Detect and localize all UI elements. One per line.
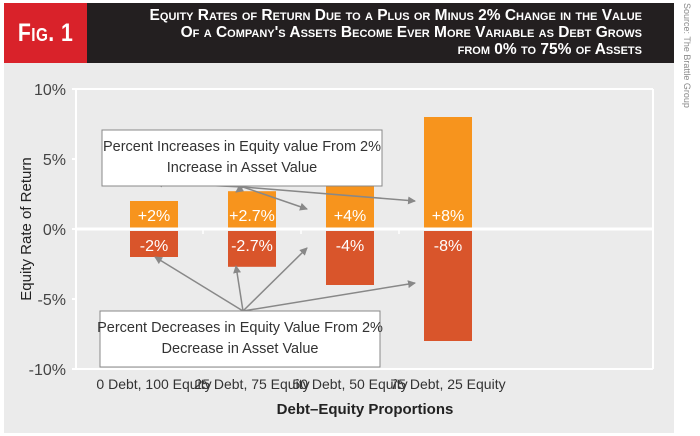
increase-bar <box>228 191 276 228</box>
y-axis-label: Equity Rate of Return <box>18 157 35 300</box>
decrease-bar <box>228 231 276 267</box>
decrease-arrow <box>242 247 308 312</box>
x-tick-label: 25 Debt, 75 Equity <box>194 376 309 392</box>
x-tick-label: 50 Debt, 50 Equity <box>292 376 407 392</box>
decrease-bar <box>130 231 178 257</box>
decrease-data-label: -2% <box>140 238 168 255</box>
increase-data-label: +4% <box>334 208 366 225</box>
title-line-3: from 0% to 75% of Assets <box>457 41 642 58</box>
decrease-bar <box>424 231 472 341</box>
figure-badge: Fig. 1 <box>4 3 87 63</box>
annotation-box <box>101 129 383 187</box>
annotation-box <box>99 310 381 368</box>
annotation-text: Percent Increases in Equity value From 2… <box>103 139 381 155</box>
title-bar: Equity Rates of Return Due to a Plus or … <box>87 3 674 63</box>
figure-badge-text: Fig. 1 <box>17 18 74 47</box>
y-tick-label: -5% <box>38 292 66 309</box>
increase-bar <box>130 201 178 228</box>
increase-data-label: +8% <box>432 208 464 225</box>
increase-arrow <box>242 186 416 205</box>
y-tick-label: 0% <box>43 222 66 239</box>
increase-data-label: +2% <box>138 208 170 225</box>
x-tick-label: 0 Debt, 100 Equity <box>96 376 211 392</box>
decrease-data-label: -4% <box>336 238 364 255</box>
decrease-arrow <box>154 256 244 312</box>
labels: +2% +2.7% +4% +8% -2% -2.7% -4% -8% <box>138 208 464 255</box>
bars <box>130 117 472 341</box>
increase-arrow <box>242 186 308 211</box>
annotation-text: Decrease in Asset Value <box>162 341 319 357</box>
decrease-bar <box>326 231 374 285</box>
axes: 10% 5% 0% -5% -10% Equity Rate of Return 0 Deb… <box>18 82 654 418</box>
chart-title: Equity Rates of Return Due to a Plus or … <box>87 7 642 58</box>
increase-arrow <box>235 184 245 193</box>
x-tick-label: 75 Debt, 25 Equity <box>390 376 505 392</box>
decrease-data-label: -8% <box>434 238 462 255</box>
title-line-1: Equity Rates of Return Due to a Plus or … <box>149 7 642 24</box>
annotation-text: Percent Decreases in Equity Value From 2… <box>97 320 383 336</box>
arrows <box>154 179 416 312</box>
decrease-data-label: -2.7% <box>231 238 273 255</box>
title-line-2: Of a Company's Assets Become Ever More V… <box>180 24 642 41</box>
annotation-text: Increase in Asset Value <box>167 160 317 176</box>
x-axis-label: Debt–Equity Proportions <box>277 401 454 418</box>
y-tick-label: 5% <box>43 152 66 169</box>
decrease-arrow <box>242 280 416 312</box>
increase-data-label: +2.7% <box>229 208 275 225</box>
y-tick-label: -10% <box>29 362 66 379</box>
annotations: Percent Increases in Equity value From 2… <box>97 129 383 368</box>
increase-bar <box>424 117 472 228</box>
y-tick-label: 10% <box>34 82 66 99</box>
decrease-arrow <box>233 265 244 312</box>
